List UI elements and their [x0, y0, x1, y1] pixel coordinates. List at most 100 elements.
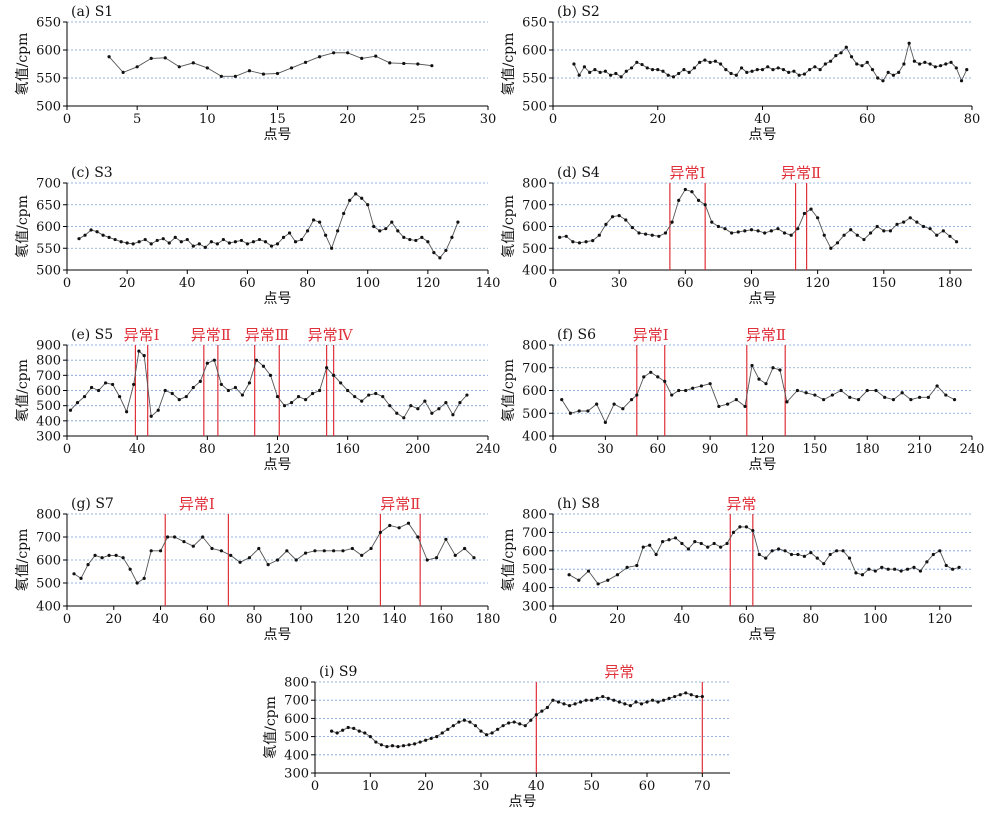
- data-point: [841, 549, 845, 553]
- data-point: [568, 411, 573, 415]
- data-point: [125, 241, 129, 245]
- data-point: [601, 694, 605, 699]
- data-point: [335, 731, 339, 735]
- x-tick-label: 40: [754, 112, 771, 127]
- data-point: [396, 745, 400, 749]
- data-point: [75, 401, 80, 405]
- data-point: [650, 698, 655, 702]
- data-point: [72, 572, 76, 576]
- y-tick-label: 600: [284, 712, 309, 727]
- data-point: [912, 565, 916, 569]
- data-point: [149, 242, 153, 246]
- data-point: [689, 693, 693, 697]
- data-point: [723, 227, 727, 231]
- data-point: [757, 377, 761, 381]
- data-point: [882, 229, 886, 233]
- data-point: [227, 241, 231, 245]
- data-point: [617, 700, 621, 704]
- x-tick-label: 20: [119, 276, 136, 291]
- data-point: [385, 745, 389, 749]
- x-tick-label: 100: [863, 612, 888, 627]
- data-point: [268, 373, 273, 377]
- x-tick-label: 60: [199, 612, 216, 627]
- data-point: [677, 71, 681, 76]
- data-point: [764, 556, 768, 560]
- data-point: [238, 560, 242, 564]
- y-axis-title: 氡值/cpm: [500, 359, 517, 422]
- data-point: [257, 546, 261, 551]
- data-point: [444, 401, 448, 405]
- x-tick-label: 30: [597, 442, 614, 457]
- y-tick-label: 600: [36, 554, 61, 569]
- data-point: [736, 230, 740, 234]
- y-tick-label: 600: [36, 44, 61, 59]
- data-point: [161, 237, 165, 241]
- data-point: [785, 400, 789, 404]
- data-point: [310, 391, 315, 396]
- y-tick-label: 500: [522, 563, 547, 578]
- data-point: [414, 238, 418, 243]
- data-point: [360, 56, 364, 61]
- data-point: [402, 235, 406, 239]
- data-point: [700, 694, 704, 699]
- data-point: [114, 553, 118, 558]
- anomaly-label: 异常Ⅱ: [746, 326, 786, 344]
- data-point: [625, 565, 629, 569]
- data-point: [948, 234, 952, 238]
- data-point: [595, 696, 599, 700]
- data-point: [434, 556, 439, 560]
- data-point: [397, 526, 401, 530]
- data-point: [716, 224, 720, 229]
- y-axis-title: 氡值/cpm: [14, 33, 31, 96]
- y-tick-label: 700: [36, 369, 61, 384]
- data-point: [954, 240, 959, 244]
- data-point: [266, 563, 270, 567]
- data-point: [656, 68, 660, 72]
- data-point: [586, 409, 590, 413]
- data-point: [177, 65, 181, 69]
- x-tick-label: 60: [239, 276, 256, 291]
- y-tick-label: 650: [36, 16, 61, 31]
- data-point: [865, 388, 869, 393]
- x-axis-title: 点号: [264, 291, 292, 307]
- data-point: [683, 187, 687, 192]
- x-tick-label: 120: [335, 612, 360, 627]
- data-point: [935, 384, 939, 388]
- anomaly-label: 异常Ⅰ: [633, 326, 669, 344]
- y-tick-label: 800: [522, 508, 547, 523]
- chart-panel-2: 500 550 600 650 0 20 40 60 80 点号 氡值/cpm (b) S2: [500, 4, 980, 143]
- data-point: [809, 551, 813, 555]
- data-point: [137, 349, 141, 353]
- data-point: [839, 51, 843, 55]
- data-point: [699, 541, 703, 546]
- data-point: [867, 567, 871, 571]
- y-tick-label: 800: [522, 339, 547, 354]
- data-point: [918, 569, 923, 573]
- data-point: [366, 203, 370, 207]
- data-point: [938, 64, 943, 68]
- data-point: [796, 552, 800, 557]
- data-point: [692, 66, 697, 70]
- data-point: [346, 725, 350, 730]
- data-point: [717, 404, 721, 409]
- data-point: [367, 393, 371, 397]
- data-point: [816, 216, 820, 220]
- data-point: [163, 56, 167, 60]
- data-point: [712, 541, 716, 546]
- data-point: [93, 553, 97, 558]
- data-point: [847, 556, 852, 560]
- data-point: [177, 398, 181, 402]
- data-point: [729, 71, 733, 76]
- chart-panel-3: 500 550 600 650 700 0 20 40 60 80 100 120 140 点号 氡值/cp…: [14, 165, 500, 307]
- data-point: [789, 233, 793, 237]
- anomaly-label: 异常Ⅰ: [670, 164, 706, 182]
- x-tick-label: 20: [417, 779, 434, 794]
- data-point: [590, 698, 594, 702]
- data-point: [210, 546, 214, 551]
- data-point: [682, 68, 686, 72]
- data-point: [710, 220, 714, 224]
- data-point: [931, 552, 935, 557]
- data-point: [378, 229, 382, 233]
- data-point: [165, 535, 170, 539]
- data-point: [413, 742, 417, 746]
